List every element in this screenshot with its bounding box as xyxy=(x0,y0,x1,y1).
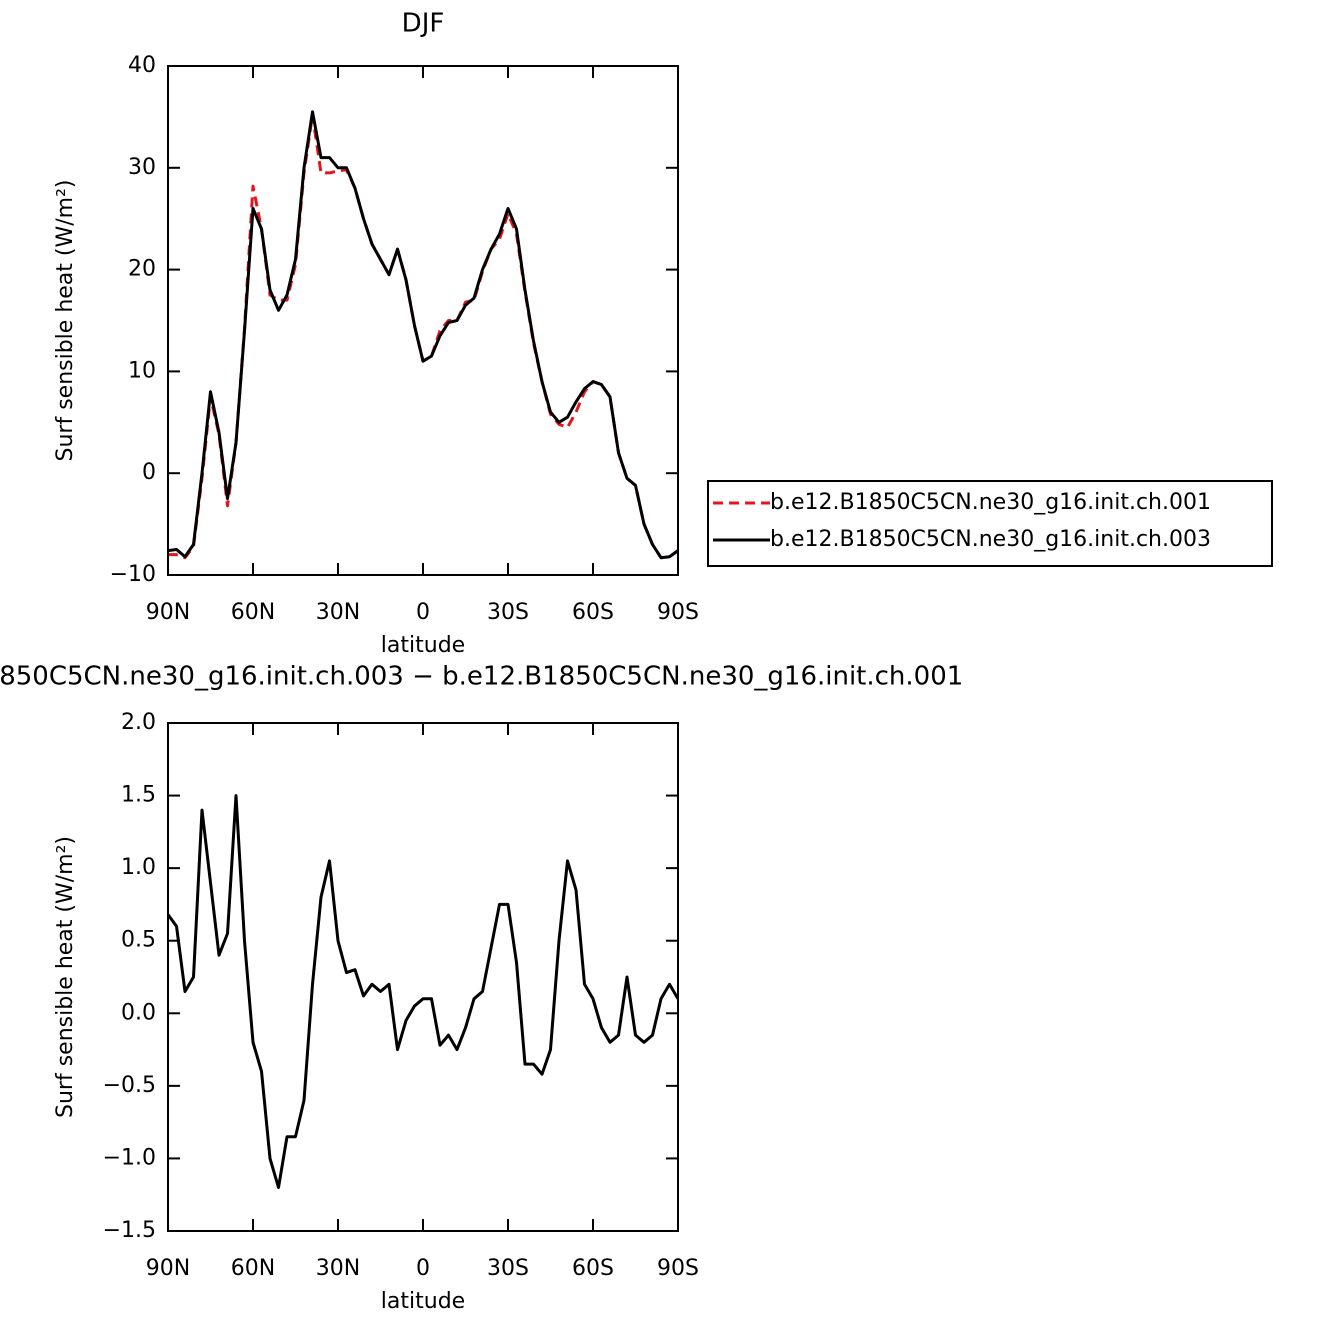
x-tick-label: 60N xyxy=(231,600,275,625)
y-axis-label: Surf sensible heat (W/m²) xyxy=(53,180,78,462)
x-axis-label: latitude xyxy=(381,1289,465,1314)
x-tick-label: 90N xyxy=(146,1256,190,1281)
chart-title: b.e12.B1850C5CN.ne30_g16.init.ch.003 − b… xyxy=(0,662,963,692)
y-tick-label: 1.5 xyxy=(121,783,156,808)
y-tick-label: −1.5 xyxy=(103,1218,156,1243)
chart-title: DJF xyxy=(402,9,445,39)
legend-box xyxy=(707,480,1273,567)
x-tick-label: 90S xyxy=(657,600,699,625)
y-tick-label: 40 xyxy=(128,53,156,78)
legend-label: b.e12.B1850C5CN.ne30_g16.init.ch.001 xyxy=(770,490,1211,515)
x-tick-label: 30S xyxy=(487,1256,529,1281)
y-axis-label: Surf sensible heat (W/m²) xyxy=(53,836,78,1118)
plot-frame xyxy=(167,65,679,576)
y-tick-label: 0 xyxy=(142,460,156,485)
x-tick-label: 30S xyxy=(487,600,529,625)
x-tick-label: 90N xyxy=(146,600,190,625)
y-tick-label: 10 xyxy=(128,358,156,383)
x-tick-label: 30N xyxy=(316,600,360,625)
data-line xyxy=(168,794,678,1189)
y-tick-label: 0.0 xyxy=(121,1000,156,1025)
x-tick-label: 30N xyxy=(316,1256,360,1281)
y-tick-label: 30 xyxy=(128,155,156,180)
y-tick-label: 1.0 xyxy=(121,855,156,880)
y-tick-label: −1.0 xyxy=(103,1145,156,1170)
x-tick-label: 0 xyxy=(416,1256,430,1281)
x-tick-label: 60S xyxy=(572,1256,614,1281)
x-tick-label: 0 xyxy=(416,600,430,625)
y-tick-label: −0.5 xyxy=(103,1073,156,1098)
x-tick-label: 60S xyxy=(572,600,614,625)
y-tick-label: 20 xyxy=(128,257,156,282)
plot-frame xyxy=(167,722,679,1232)
legend-label: b.e12.B1850C5CN.ne30_g16.init.ch.003 xyxy=(770,527,1211,552)
x-tick-label: 60N xyxy=(231,1256,275,1281)
x-tick-label: 90S xyxy=(657,1256,699,1281)
x-axis-label: latitude xyxy=(381,633,465,658)
y-tick-label: −10 xyxy=(110,562,156,587)
data-line xyxy=(168,110,678,560)
y-tick-label: 0.5 xyxy=(121,928,156,953)
y-tick-label: 2.0 xyxy=(121,710,156,735)
